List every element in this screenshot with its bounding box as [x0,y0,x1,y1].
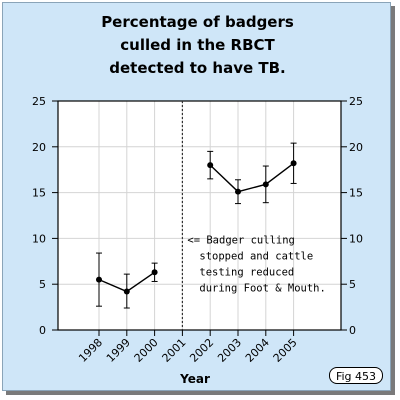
x-axis-title: Year [179,372,210,386]
x-tick-label: 2001 [160,336,189,365]
annotation-line: during Foot & Mouth. [199,283,325,295]
series [96,142,297,309]
y-tick-label-left: 15 [32,187,46,200]
data-point [207,162,214,169]
y-tick-label-right: 25 [349,95,363,108]
y-tick-label-left: 5 [39,278,46,291]
x-tick-label: 1998 [76,336,105,365]
annotation: <= Badger culling stopped and cattle testi… [187,235,325,295]
plot-area [58,101,341,330]
x-tick-label: 2003 [215,336,244,365]
grid-lines [58,101,341,330]
x-tick-label: 2000 [132,336,161,365]
data-point [96,276,102,283]
y-tick-label-right: 0 [349,324,356,337]
chart-svg: 0 0 5 5 10 10 15 15 20 20 25 25 19981999200020012002… [32,95,363,386]
y-tick-label-left: 20 [32,141,46,154]
y-tick-label-left: 25 [32,95,46,108]
y-tick-label-left: 10 [32,232,46,245]
data-point [262,181,269,188]
x-tick-label: 1999 [104,336,133,365]
figure-label-badge: Fig 453 [329,367,383,384]
data-point [235,188,241,195]
title-line-2: culled in the RBCT [120,36,275,54]
annotation-line: stopped and cattle [199,251,313,263]
plot-background [58,101,341,330]
data-point [151,269,158,276]
x-tick-label: 2002 [187,336,216,365]
y-tick-label-right: 5 [349,278,356,291]
chart-title: Percentage of badgers culled in the RBCT… [3,11,392,80]
title-line-3: detected to have TB. [109,59,286,77]
series-line [209,162,295,193]
plot-frame [57,100,342,331]
y-tick-label-left: 0 [39,324,46,337]
axes [52,100,347,336]
y-tick-label-right: 20 [349,141,363,154]
chart-panel: Percentage of badgers culled in the RBCT… [2,2,391,391]
data-point [123,288,130,295]
x-tick-label: 2005 [271,336,300,365]
annotation-line: testing reduced [199,267,294,279]
title-line-1: Percentage of badgers [101,13,294,31]
data-point [290,160,297,167]
y-tick-label-right: 10 [349,232,363,245]
x-tick-label: 2004 [243,336,272,365]
y-tick-label-right: 15 [349,187,363,200]
annotation-line: <= Badger culling [187,235,294,247]
